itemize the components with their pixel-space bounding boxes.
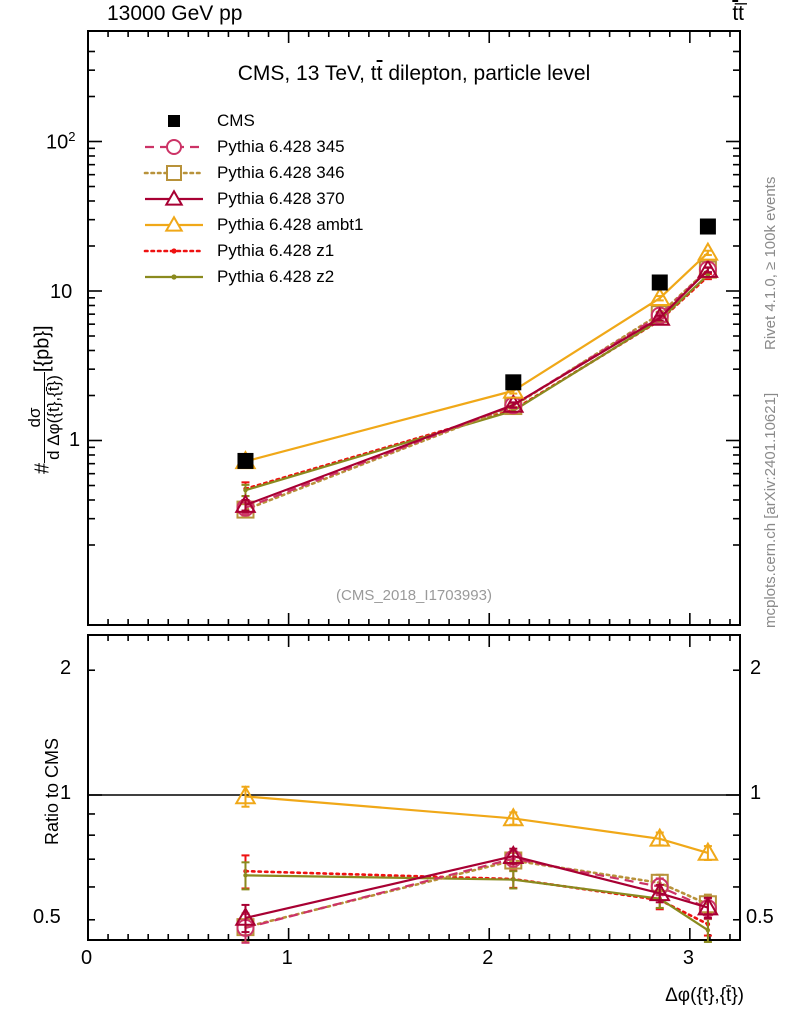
series-line	[244, 275, 710, 491]
series-line	[245, 795, 709, 854]
series-line	[245, 857, 709, 929]
legend-swatch	[145, 189, 203, 206]
data-marker	[511, 877, 516, 882]
legend-item-pythia-6-428-ambt1[interactable]: Pythia 6.428 ambt1	[143, 212, 363, 238]
data-marker	[696, 841, 719, 861]
data-marker	[237, 452, 254, 469]
data-marker	[696, 258, 719, 278]
data-marker	[696, 896, 719, 916]
xaxis-tick-1: 1	[281, 947, 293, 969]
series-line	[244, 268, 710, 511]
legend-label: Pythia 6.428 z1	[217, 241, 335, 260]
series-pythia-6-428-370	[234, 258, 719, 513]
data-marker	[234, 785, 257, 805]
ratio-ytick-1-right: 1	[750, 782, 762, 804]
series-pythia-6-428-z1	[241, 272, 712, 498]
ratio-panel-frame	[87, 634, 741, 941]
series-line	[244, 869, 710, 926]
legend-swatch	[145, 139, 203, 155]
legend-label: Pythia 6.428 345	[217, 137, 345, 156]
main-ytick-10: 10	[50, 281, 73, 303]
series-pythia-6-428-345	[236, 260, 717, 517]
series-line	[244, 859, 710, 929]
legend-item-pythia-6-428-346[interactable]: Pythia 6.428 346	[143, 160, 363, 186]
header-left-text: 13000 GeV pp	[107, 2, 243, 25]
legend-item-pythia-6-428-z2[interactable]: Pythia 6.428 z2	[143, 264, 363, 290]
data-marker	[502, 393, 525, 413]
ratio-ytick-05-right: 0.5	[746, 906, 774, 928]
series-pythia-6-428-370	[234, 844, 719, 934]
series-pythia-6-428-ambt1	[234, 785, 719, 861]
legend-swatch	[168, 115, 180, 127]
ratio-ytick-1-left: 1	[60, 782, 72, 804]
plot-title: CMS, 13 TeV, tt dilepton, particle level	[88, 62, 740, 86]
data-marker	[699, 218, 716, 235]
legend-item-pythia-6-428-345[interactable]: Pythia 6.428 345	[143, 134, 363, 160]
legend-marker	[171, 274, 177, 280]
dataset-watermark: (CMS_2018_I1703993)	[336, 587, 492, 604]
legend-label: Pythia 6.428 370	[217, 189, 345, 208]
series-cms	[237, 218, 716, 469]
legend-marker	[164, 215, 184, 232]
ratio-ytick-05-left: 0.5	[33, 906, 61, 928]
data-marker	[243, 873, 248, 878]
main-ytick-1: 1	[69, 429, 81, 451]
data-marker	[234, 493, 257, 513]
legend-label: Pythia 6.428 ambt1	[217, 215, 364, 234]
series-pythia-6-428-346	[236, 260, 717, 519]
series-line	[245, 855, 709, 920]
legend-swatch	[145, 215, 203, 232]
xaxis-tick-0: 0	[81, 947, 93, 969]
xaxis-tick-3: 3	[682, 947, 694, 969]
legend-label: Pythia 6.428 z2	[217, 267, 335, 286]
legend-marker	[166, 139, 182, 155]
legend-item-cms[interactable]: CMS	[143, 108, 363, 134]
ratio-ytick-2-left: 2	[60, 657, 72, 679]
series-line	[245, 268, 709, 509]
data-marker	[651, 274, 668, 291]
data-marker	[705, 927, 711, 933]
data-marker	[696, 241, 719, 261]
legend-label: CMS	[217, 111, 255, 130]
legend-marker	[168, 115, 180, 127]
series-line	[245, 252, 709, 463]
legend-label: Pythia 6.428 346	[217, 163, 345, 182]
legend-item-pythia-6-428-z1[interactable]: Pythia 6.428 z1	[143, 238, 363, 264]
main-panel-frame	[87, 30, 741, 626]
series-line	[245, 269, 709, 507]
series-line	[245, 274, 709, 492]
legend-swatch	[143, 248, 205, 254]
legend-item-pythia-6-428-370[interactable]: Pythia 6.428 370	[143, 186, 363, 212]
data-marker	[234, 906, 257, 926]
data-marker	[648, 882, 671, 902]
header-right-text: tt̅	[732, 2, 744, 25]
legend-swatch	[145, 274, 203, 280]
series-line	[245, 874, 709, 932]
xaxis-label: Δφ({t},{t̄})	[665, 985, 744, 1006]
data-marker	[648, 286, 671, 307]
series-pythia-6-428-z2	[241, 861, 712, 943]
series-pythia-6-428-z2	[241, 271, 712, 498]
data-marker	[243, 488, 248, 493]
plot-title-text: CMS, 13 TeV, tt dilepton, particle level	[237, 62, 591, 85]
data-marker	[502, 844, 525, 864]
legend: CMS Pythia 6.428 345 Pythia 6.428 346 Pythi…	[143, 108, 363, 290]
data-marker	[505, 374, 522, 391]
legend-marker	[171, 248, 177, 254]
legend-marker	[164, 189, 184, 206]
data-marker	[648, 306, 671, 326]
data-marker	[502, 807, 525, 827]
main-ytick-100: 102	[46, 129, 76, 154]
legend-marker	[166, 165, 182, 181]
legend-swatch	[143, 165, 205, 181]
ratio-ytick-2-right: 2	[750, 657, 762, 679]
data-marker	[648, 827, 671, 847]
xaxis-tick-2: 2	[482, 947, 494, 969]
